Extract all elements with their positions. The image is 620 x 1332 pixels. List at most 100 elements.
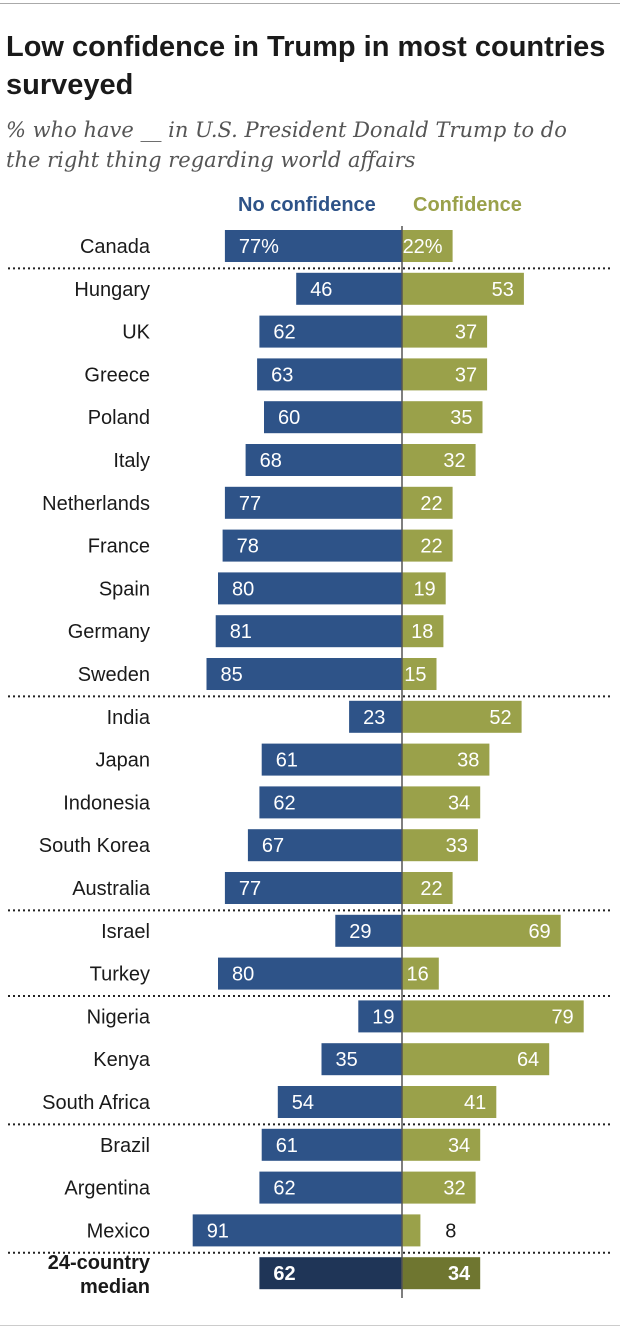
bar-confidence [402,1043,550,1076]
value-label-no-confidence: 61 [276,750,298,772]
top-rule [0,3,620,4]
value-label-no-confidence: 62 [273,1178,295,1200]
bar-no-confidence [218,572,402,605]
bar-no-confidence [349,700,402,733]
value-label-no-confidence: 91 [207,1220,229,1242]
value-label-confidence: 32 [443,450,465,472]
bar-no-confidence [206,658,402,690]
value-label-confidence: 15 [404,664,426,686]
bar-confidence [402,872,453,904]
category-label: Nigeria [87,1006,151,1028]
category-label: Mexico [87,1220,150,1242]
bar-no-confidence [192,1214,402,1247]
value-label-no-confidence: 77 [239,878,261,900]
bar-confidence [402,957,439,990]
category-label: Japan [96,750,151,772]
value-label-confidence: 38 [457,750,479,772]
category-label: France [88,536,150,558]
value-label-no-confidence: 63 [271,364,293,386]
chart-subtitle: % who have __ in U.S. President Donald T… [6,118,567,172]
value-label-confidence: 8 [445,1220,456,1242]
bar-confidence [402,615,444,648]
bar-no-confidence [224,486,402,519]
category-label: Greece [84,364,150,386]
category-label: Netherlands [42,493,150,515]
value-label-no-confidence: 77 [239,493,261,515]
value-label-confidence: 35 [450,407,472,429]
bar-confidence [402,358,488,391]
bar-no-confidence [259,315,402,348]
bar-no-confidence [224,230,402,262]
footer-rule [0,1325,620,1326]
bar-confidence [402,1086,497,1118]
category-label: Argentina [64,1178,150,1200]
value-label-confidence: 33 [446,835,468,857]
category-label: Sweden [78,664,150,686]
category-label: Brazil [100,1135,150,1157]
legend-no-confidence: No confidence [238,194,376,216]
bar-confidence [402,272,524,305]
category-label: Australia [72,878,151,900]
bar-confidence [402,1257,481,1290]
value-label-confidence: 22 [420,536,442,558]
category-label: India [107,707,151,729]
category-label: Israel [101,921,150,943]
value-label-confidence: 53 [492,279,514,301]
bar-confidence [402,401,483,434]
value-label-confidence: 22 [420,878,442,900]
category-label: UK [122,322,150,344]
bar-no-confidence [259,1257,402,1290]
category-label: Indonesia [63,792,151,814]
value-label-no-confidence: 29 [349,921,371,943]
bar-confidence [402,829,478,862]
bar-no-confidence [296,272,402,305]
value-label-no-confidence: 62 [273,322,295,344]
value-label-confidence: 34 [448,792,470,814]
value-label-confidence: 34 [448,1263,471,1285]
value-label-no-confidence: 85 [221,664,243,686]
value-label-no-confidence: 61 [276,1135,298,1157]
value-label-confidence: 16 [407,964,429,986]
bar-confidence [402,1128,481,1161]
bar-no-confidence [277,1086,402,1118]
bar-no-confidence [321,1043,402,1076]
value-label-no-confidence: 35 [336,1049,358,1071]
value-label-confidence: 41 [464,1092,486,1114]
value-label-no-confidence: 77% [239,236,279,258]
category-label: Spain [99,578,150,600]
bar-confidence [402,786,481,819]
bar-no-confidence [259,1171,402,1204]
value-label-no-confidence: 80 [232,578,254,600]
bar-confidence [402,914,561,947]
bar-no-confidence [335,914,402,947]
value-label-confidence: 34 [448,1135,470,1157]
value-label-no-confidence: 80 [232,964,254,986]
value-label-no-confidence: 62 [273,1263,295,1285]
bar-no-confidence [264,401,402,434]
bar-no-confidence [218,957,402,990]
bar-confidence [402,230,453,262]
bar-no-confidence [245,444,402,476]
value-label-confidence: 32 [443,1178,465,1200]
bar-confidence [402,1214,421,1247]
value-label-confidence: 64 [517,1049,539,1071]
value-label-no-confidence: 19 [372,1006,394,1028]
bar-confidence [402,529,453,562]
bar-no-confidence [259,786,402,819]
value-label-no-confidence: 67 [262,835,284,857]
value-label-confidence: 22 [420,493,442,515]
value-label-no-confidence: 81 [230,621,252,643]
value-label-confidence: 19 [413,578,435,600]
value-label-confidence: 18 [411,621,433,643]
value-label-confidence: 52 [489,707,511,729]
bar-no-confidence [215,615,402,648]
bar-confidence [402,315,488,348]
category-label: Canada [80,236,151,258]
bar-confidence [402,1000,584,1033]
value-label-no-confidence: 68 [260,450,282,472]
value-label-no-confidence: 54 [292,1092,314,1114]
bar-no-confidence [257,358,402,391]
category-label: Germany [68,621,150,643]
value-label-confidence: 37 [455,364,477,386]
